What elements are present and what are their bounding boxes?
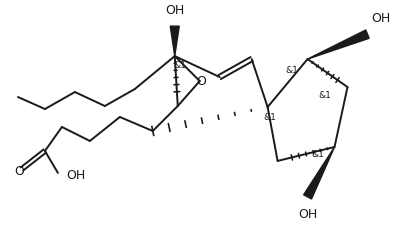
Text: &1: &1 bbox=[318, 90, 331, 99]
Text: &1: &1 bbox=[311, 150, 324, 159]
Text: OH: OH bbox=[165, 4, 184, 17]
Polygon shape bbox=[170, 27, 179, 57]
Text: &1: &1 bbox=[173, 60, 186, 69]
Text: OH: OH bbox=[298, 207, 317, 220]
Text: OH: OH bbox=[66, 169, 85, 182]
Polygon shape bbox=[308, 31, 369, 60]
Text: O: O bbox=[14, 165, 24, 178]
Text: &1: &1 bbox=[263, 113, 276, 122]
Polygon shape bbox=[304, 147, 335, 199]
Text: O: O bbox=[196, 74, 206, 87]
Text: &1: &1 bbox=[285, 65, 298, 74]
Text: OH: OH bbox=[371, 12, 391, 25]
